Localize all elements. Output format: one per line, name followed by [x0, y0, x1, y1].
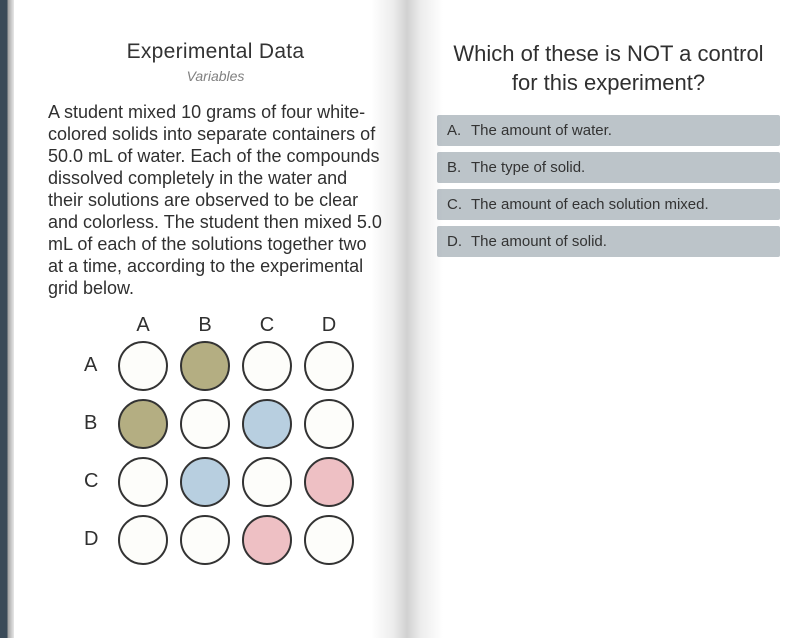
- question-text: Which of these is NOT a control for this…: [437, 40, 780, 97]
- grid-circle: [242, 341, 292, 391]
- col-label: B: [174, 314, 236, 337]
- option-letter: D.: [447, 233, 465, 250]
- row-label: D: [78, 528, 112, 551]
- grid-circle: [180, 399, 230, 449]
- grid-cell: [298, 515, 360, 565]
- passage-text: A student mixed 10 grams of four white-c…: [48, 102, 383, 300]
- col-label: C: [236, 314, 298, 337]
- left-page-subtitle: Variables: [48, 68, 383, 84]
- grid-circle: [180, 457, 230, 507]
- col-label: D: [298, 314, 360, 337]
- option-letter: B.: [447, 159, 465, 176]
- grid-cell: [236, 399, 298, 449]
- option-text: The amount of water.: [471, 122, 612, 139]
- option-text: The amount of each solution mixed.: [471, 196, 709, 213]
- grid-circle: [180, 341, 230, 391]
- answer-option[interactable]: D. The amount of solid.: [437, 226, 780, 257]
- grid-circle: [242, 399, 292, 449]
- grid-cell: [236, 341, 298, 391]
- grid-cell: [112, 457, 174, 507]
- grid-circle: [118, 515, 168, 565]
- grid-cell: [236, 457, 298, 507]
- grid-circle: [304, 399, 354, 449]
- option-text: The amount of solid.: [471, 233, 607, 250]
- grid-circle: [118, 341, 168, 391]
- grid-circle: [304, 457, 354, 507]
- option-letter: A.: [447, 122, 465, 139]
- grid-row: A: [78, 337, 383, 395]
- grid-cell: [112, 515, 174, 565]
- grid-cell: [298, 399, 360, 449]
- answer-option[interactable]: A. The amount of water.: [437, 115, 780, 146]
- grid-circle: [242, 457, 292, 507]
- grid-row: C: [78, 453, 383, 511]
- grid-cell: [236, 515, 298, 565]
- answer-options: A. The amount of water. B. The type of soli…: [437, 115, 780, 257]
- right-page: Which of these is NOT a control for this…: [407, 0, 800, 638]
- grid-cell: [298, 457, 360, 507]
- left-page-title: Experimental Data: [48, 40, 383, 64]
- left-page: Experimental Data Variables A student mi…: [14, 0, 407, 638]
- answer-option[interactable]: C. The amount of each solution mixed.: [437, 189, 780, 220]
- col-label: A: [112, 314, 174, 337]
- grid-cell: [174, 457, 236, 507]
- grid-circle: [242, 515, 292, 565]
- answer-option[interactable]: B. The type of solid.: [437, 152, 780, 183]
- row-label: A: [78, 354, 112, 377]
- grid-cell: [112, 341, 174, 391]
- grid-cell: [174, 399, 236, 449]
- experiment-grid: A B C D ABCD: [78, 314, 383, 569]
- grid-cell: [174, 515, 236, 565]
- book-spine: [0, 0, 14, 638]
- grid-circle: [304, 515, 354, 565]
- grid-col-labels: A B C D: [112, 314, 383, 337]
- row-label: C: [78, 470, 112, 493]
- option-letter: C.: [447, 196, 465, 213]
- grid-circle: [118, 457, 168, 507]
- grid-cell: [112, 399, 174, 449]
- grid-circle: [180, 515, 230, 565]
- option-text: The type of solid.: [471, 159, 585, 176]
- grid-cell: [298, 341, 360, 391]
- grid-cell: [174, 341, 236, 391]
- grid-row: D: [78, 511, 383, 569]
- grid-circle: [118, 399, 168, 449]
- row-label: B: [78, 412, 112, 435]
- book-spread: Experimental Data Variables A student mi…: [14, 0, 800, 638]
- grid-circle: [304, 341, 354, 391]
- grid-row: B: [78, 395, 383, 453]
